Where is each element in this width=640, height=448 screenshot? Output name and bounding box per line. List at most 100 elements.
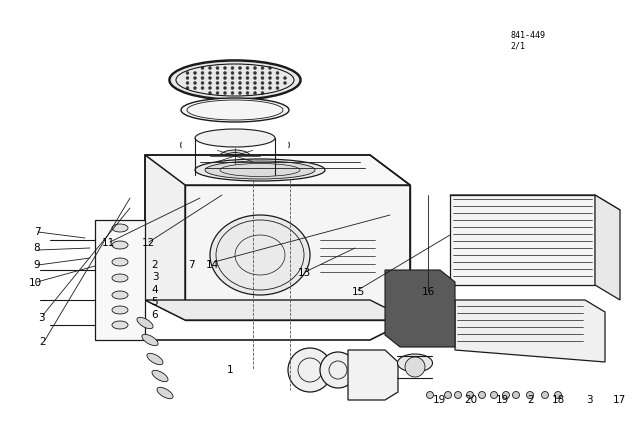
Text: 8: 8 xyxy=(34,243,40,253)
Ellipse shape xyxy=(112,274,128,282)
Text: 9: 9 xyxy=(34,260,40,270)
Circle shape xyxy=(261,91,264,95)
Ellipse shape xyxy=(195,129,275,147)
Circle shape xyxy=(527,392,534,399)
Circle shape xyxy=(246,86,249,90)
Circle shape xyxy=(554,392,561,399)
Polygon shape xyxy=(450,195,595,285)
Circle shape xyxy=(201,86,204,90)
Ellipse shape xyxy=(195,159,325,181)
Text: 7: 7 xyxy=(34,227,40,237)
Circle shape xyxy=(223,82,227,85)
Circle shape xyxy=(216,72,219,74)
Ellipse shape xyxy=(112,224,128,232)
Circle shape xyxy=(216,91,219,95)
Ellipse shape xyxy=(112,291,128,299)
Ellipse shape xyxy=(181,98,289,122)
Polygon shape xyxy=(95,220,145,340)
Circle shape xyxy=(193,72,196,74)
Circle shape xyxy=(253,86,257,90)
Circle shape xyxy=(502,392,509,399)
Circle shape xyxy=(276,82,279,85)
Polygon shape xyxy=(455,300,605,362)
Circle shape xyxy=(276,77,279,79)
Circle shape xyxy=(405,357,425,377)
Circle shape xyxy=(186,77,189,79)
Text: 19: 19 xyxy=(495,395,509,405)
Circle shape xyxy=(541,392,548,399)
Circle shape xyxy=(231,66,234,69)
Circle shape xyxy=(201,77,204,79)
Circle shape xyxy=(231,82,234,85)
Circle shape xyxy=(223,66,227,69)
Circle shape xyxy=(209,77,211,79)
Circle shape xyxy=(186,82,189,85)
Circle shape xyxy=(231,77,234,79)
Text: 6: 6 xyxy=(152,310,158,320)
Circle shape xyxy=(284,77,287,79)
Circle shape xyxy=(253,66,257,69)
Ellipse shape xyxy=(142,334,158,346)
Circle shape xyxy=(490,392,497,399)
Ellipse shape xyxy=(210,215,310,295)
Circle shape xyxy=(269,77,271,79)
Circle shape xyxy=(246,91,249,95)
Circle shape xyxy=(239,86,241,90)
Circle shape xyxy=(201,66,204,69)
Circle shape xyxy=(284,82,287,85)
Circle shape xyxy=(454,392,461,399)
Circle shape xyxy=(269,86,271,90)
Circle shape xyxy=(253,77,257,79)
Circle shape xyxy=(186,86,189,90)
Circle shape xyxy=(239,82,241,85)
Circle shape xyxy=(269,72,271,74)
Circle shape xyxy=(216,86,219,90)
Circle shape xyxy=(239,72,241,74)
Circle shape xyxy=(209,86,211,90)
Text: 20: 20 xyxy=(465,395,477,405)
Text: 2: 2 xyxy=(40,337,46,347)
Ellipse shape xyxy=(226,152,244,159)
Text: 19: 19 xyxy=(433,395,445,405)
Circle shape xyxy=(209,82,211,85)
Circle shape xyxy=(209,72,211,74)
Circle shape xyxy=(246,82,249,85)
Ellipse shape xyxy=(170,61,300,99)
Text: 841-449
2/1: 841-449 2/1 xyxy=(511,30,546,50)
Ellipse shape xyxy=(112,241,128,249)
Circle shape xyxy=(479,392,486,399)
Ellipse shape xyxy=(147,353,163,365)
Polygon shape xyxy=(385,270,455,347)
Ellipse shape xyxy=(112,258,128,266)
Text: 3: 3 xyxy=(152,272,158,282)
Circle shape xyxy=(239,77,241,79)
Text: 16: 16 xyxy=(421,287,435,297)
Text: 3: 3 xyxy=(38,313,44,323)
Circle shape xyxy=(261,86,264,90)
Text: 12: 12 xyxy=(141,238,155,248)
Circle shape xyxy=(223,86,227,90)
Circle shape xyxy=(269,82,271,85)
Polygon shape xyxy=(450,195,620,210)
Ellipse shape xyxy=(137,317,153,329)
Circle shape xyxy=(276,86,279,90)
Text: 3: 3 xyxy=(586,395,592,405)
Circle shape xyxy=(261,66,264,69)
Polygon shape xyxy=(145,300,410,320)
Circle shape xyxy=(246,77,249,79)
Ellipse shape xyxy=(397,354,433,372)
Text: 7: 7 xyxy=(188,260,195,270)
Text: 15: 15 xyxy=(351,287,365,297)
Circle shape xyxy=(231,72,234,74)
Ellipse shape xyxy=(157,388,173,399)
Text: 14: 14 xyxy=(205,260,219,270)
Circle shape xyxy=(320,352,356,388)
Circle shape xyxy=(201,72,204,74)
Text: 5: 5 xyxy=(152,297,158,307)
Ellipse shape xyxy=(112,306,128,314)
Circle shape xyxy=(209,66,211,69)
Circle shape xyxy=(467,392,474,399)
Ellipse shape xyxy=(205,161,315,179)
Circle shape xyxy=(445,392,451,399)
Text: 4: 4 xyxy=(152,285,158,295)
